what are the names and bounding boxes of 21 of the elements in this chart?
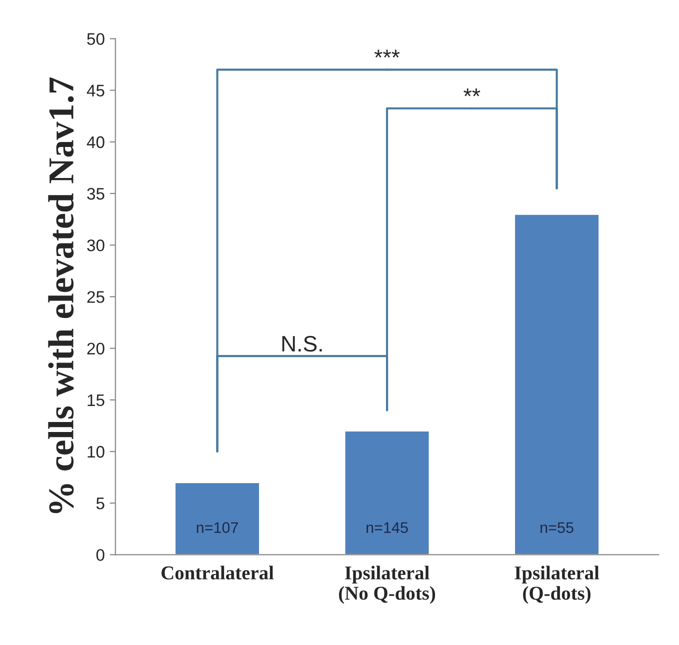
y-tick-label: 0 <box>96 549 104 561</box>
y-tick-label: 5 <box>96 498 104 510</box>
y-tick-label: 10 <box>88 446 104 458</box>
y-tick-label: 20 <box>87 342 104 355</box>
annotation: n=107 <box>196 522 238 533</box>
y-tick-label: 45 <box>86 84 104 97</box>
annotation: *** <box>374 50 400 58</box>
annotation: n=145 <box>366 522 408 533</box>
x-tick-label: Ipsilateral (No Q-dots) <box>339 566 436 604</box>
y-tick-label: 50 <box>87 33 104 45</box>
x-tick-label: Contralateral <box>162 566 274 580</box>
y-tick-label: 30 <box>87 240 104 252</box>
y-tick-label: 25 <box>87 291 104 303</box>
annotation: n=55 <box>540 522 574 533</box>
y-axis-title: % cells with elevated Nav1.7 <box>48 77 74 514</box>
x-tick-label: Ipsilateral (Q-dots) <box>514 566 600 604</box>
y-tick-label: 35 <box>87 188 104 200</box>
annotation: N.S. <box>282 336 322 352</box>
y-tick-label: 15 <box>88 394 104 406</box>
y-tick-label: 40 <box>86 136 104 148</box>
annotation: ** <box>464 88 480 96</box>
